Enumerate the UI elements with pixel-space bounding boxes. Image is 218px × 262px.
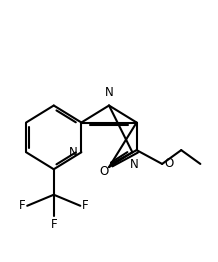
Text: F: F	[82, 199, 89, 212]
Text: O: O	[164, 157, 174, 170]
Text: F: F	[50, 218, 57, 231]
Text: N: N	[69, 146, 78, 159]
Text: N: N	[105, 86, 113, 99]
Text: N: N	[130, 157, 139, 171]
Text: O: O	[99, 165, 109, 178]
Text: F: F	[19, 199, 26, 212]
